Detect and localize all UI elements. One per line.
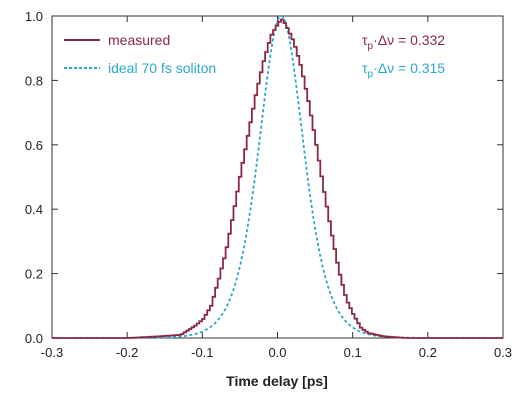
x-tick-label: 0.1: [344, 345, 362, 360]
annotation-soliton-text: ·Δν = 0.315: [373, 60, 445, 76]
legend: measured ideal 70 fs soliton: [64, 32, 216, 76]
series-layer: [52, 15, 503, 339]
annotation-measured: τp·Δν = 0.332: [362, 32, 445, 52]
annotation-soliton-symbol: τ: [362, 60, 368, 76]
y-tick-label: 0.8: [25, 73, 43, 88]
x-tick-label: -0.1: [191, 345, 213, 360]
annotation-measured-symbol: τ: [362, 32, 368, 48]
x-axis-title: Time delay [ps]: [226, 373, 328, 389]
y-axis: 0.0 0.2 0.4 0.6 0.8 1.0: [25, 9, 503, 346]
x-tick-label: -0.3: [41, 345, 63, 360]
annotation-measured-text: ·Δν = 0.332: [373, 32, 445, 48]
legend-label-soliton: ideal 70 fs soliton: [108, 60, 216, 76]
series-line-measured: [52, 18, 503, 339]
x-tick-label: 0.3: [494, 345, 512, 360]
x-tick-label: 0.0: [268, 345, 286, 360]
y-tick-label: 0.0: [25, 331, 43, 346]
y-tick-label: 0.4: [25, 202, 43, 217]
y-tick-label: 0.6: [25, 138, 43, 153]
annotations: τp·Δν = 0.332 τp·Δν = 0.315: [362, 32, 445, 80]
annotation-measured-subscript: p: [368, 41, 374, 52]
legend-label-measured: measured: [108, 32, 170, 48]
x-tick-label: 0.2: [419, 345, 437, 360]
y-tick-label: 0.2: [25, 267, 43, 282]
x-axis: -0.3 -0.2 -0.1 0.0 0.1 0.2 0.3: [41, 16, 512, 360]
y-tick-label: 1.0: [25, 9, 43, 24]
annotation-soliton: τp·Δν = 0.315: [362, 60, 445, 80]
annotation-soliton-subscript: p: [368, 69, 374, 80]
x-tick-label: -0.2: [116, 345, 138, 360]
